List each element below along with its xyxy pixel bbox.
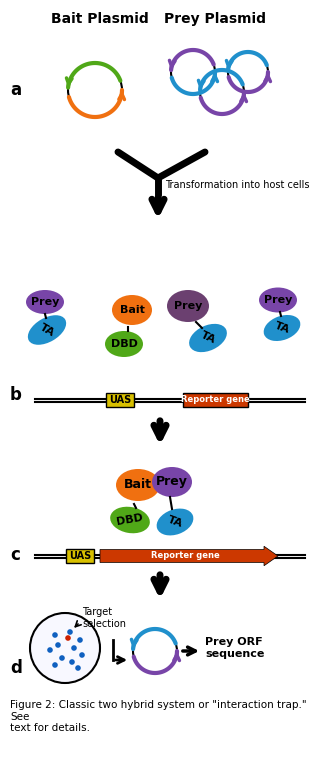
Ellipse shape bbox=[167, 290, 209, 322]
Circle shape bbox=[75, 665, 81, 671]
Ellipse shape bbox=[152, 467, 192, 497]
Circle shape bbox=[67, 629, 73, 635]
Bar bbox=[66, 549, 94, 563]
Text: Prey Plasmid: Prey Plasmid bbox=[164, 12, 266, 26]
Ellipse shape bbox=[157, 509, 193, 535]
FancyArrow shape bbox=[100, 546, 278, 566]
Text: TA: TA bbox=[273, 321, 291, 336]
Text: Target
selection: Target selection bbox=[82, 607, 126, 629]
Ellipse shape bbox=[116, 469, 160, 501]
Bar bbox=[106, 393, 134, 407]
Ellipse shape bbox=[259, 287, 297, 312]
Circle shape bbox=[79, 652, 85, 658]
Text: Prey ORF
sequence: Prey ORF sequence bbox=[205, 637, 264, 659]
Bar bbox=[182, 393, 247, 407]
Ellipse shape bbox=[110, 507, 150, 533]
Text: Reporter gene: Reporter gene bbox=[151, 552, 220, 560]
Ellipse shape bbox=[112, 295, 152, 325]
Text: DBD: DBD bbox=[111, 339, 137, 349]
Text: DBD: DBD bbox=[116, 513, 144, 528]
Text: Transformation into host cells: Transformation into host cells bbox=[165, 180, 309, 190]
Circle shape bbox=[52, 662, 58, 667]
Ellipse shape bbox=[26, 290, 64, 314]
Ellipse shape bbox=[28, 315, 66, 345]
Circle shape bbox=[47, 647, 53, 653]
Text: Figure 2: Classic two hybrid system or "interaction trap." See
text for details.: Figure 2: Classic two hybrid system or "… bbox=[10, 700, 307, 733]
Text: TA: TA bbox=[166, 514, 184, 529]
Text: d: d bbox=[10, 659, 22, 677]
Circle shape bbox=[30, 613, 100, 683]
Text: TA: TA bbox=[199, 330, 217, 346]
Circle shape bbox=[69, 659, 75, 665]
Circle shape bbox=[65, 636, 71, 641]
Ellipse shape bbox=[264, 315, 300, 341]
Text: Prey: Prey bbox=[31, 297, 59, 307]
Text: b: b bbox=[10, 386, 22, 404]
Text: Reporter gene: Reporter gene bbox=[180, 395, 249, 405]
Text: c: c bbox=[10, 546, 20, 564]
Circle shape bbox=[77, 637, 83, 643]
Text: Bait: Bait bbox=[124, 479, 152, 492]
Circle shape bbox=[59, 655, 65, 660]
Ellipse shape bbox=[105, 331, 143, 357]
Text: UAS: UAS bbox=[69, 551, 91, 561]
Circle shape bbox=[71, 645, 77, 651]
Text: Bait: Bait bbox=[120, 305, 144, 315]
Text: a: a bbox=[10, 81, 21, 99]
Text: Bait Plasmid: Bait Plasmid bbox=[51, 12, 149, 26]
Text: Prey: Prey bbox=[264, 295, 292, 305]
Circle shape bbox=[52, 632, 58, 638]
Ellipse shape bbox=[189, 324, 227, 352]
Circle shape bbox=[55, 643, 61, 648]
Text: Prey: Prey bbox=[156, 476, 188, 489]
Text: TA: TA bbox=[38, 322, 56, 338]
Text: Prey: Prey bbox=[174, 301, 202, 311]
Text: UAS: UAS bbox=[109, 395, 131, 405]
